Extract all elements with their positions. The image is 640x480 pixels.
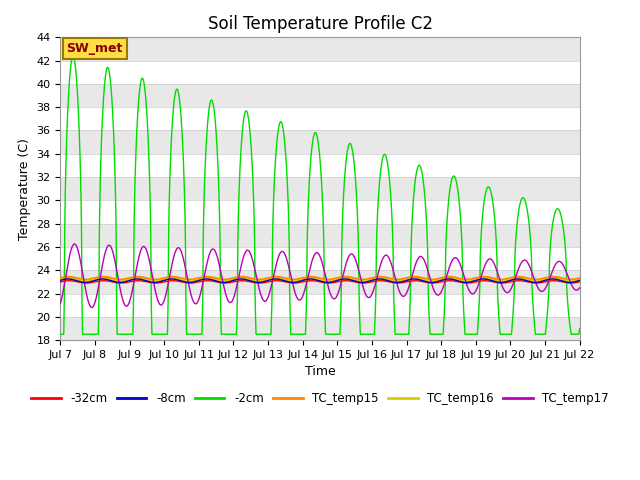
Bar [60, 224, 580, 247]
Bar [60, 177, 580, 200]
Legend: -32cm, -8cm, -2cm, TC_temp15, TC_temp16, TC_temp17: -32cm, -8cm, -2cm, TC_temp15, TC_temp16,… [27, 387, 613, 410]
X-axis label: Time: Time [305, 365, 335, 378]
Title: Soil Temperature Profile C2: Soil Temperature Profile C2 [207, 15, 433, 33]
Bar [60, 317, 580, 340]
Bar [60, 37, 580, 60]
Text: SW_met: SW_met [67, 42, 123, 55]
Bar [60, 84, 580, 107]
Y-axis label: Temperature (C): Temperature (C) [18, 138, 31, 240]
Bar [60, 131, 580, 154]
Bar [60, 270, 580, 294]
